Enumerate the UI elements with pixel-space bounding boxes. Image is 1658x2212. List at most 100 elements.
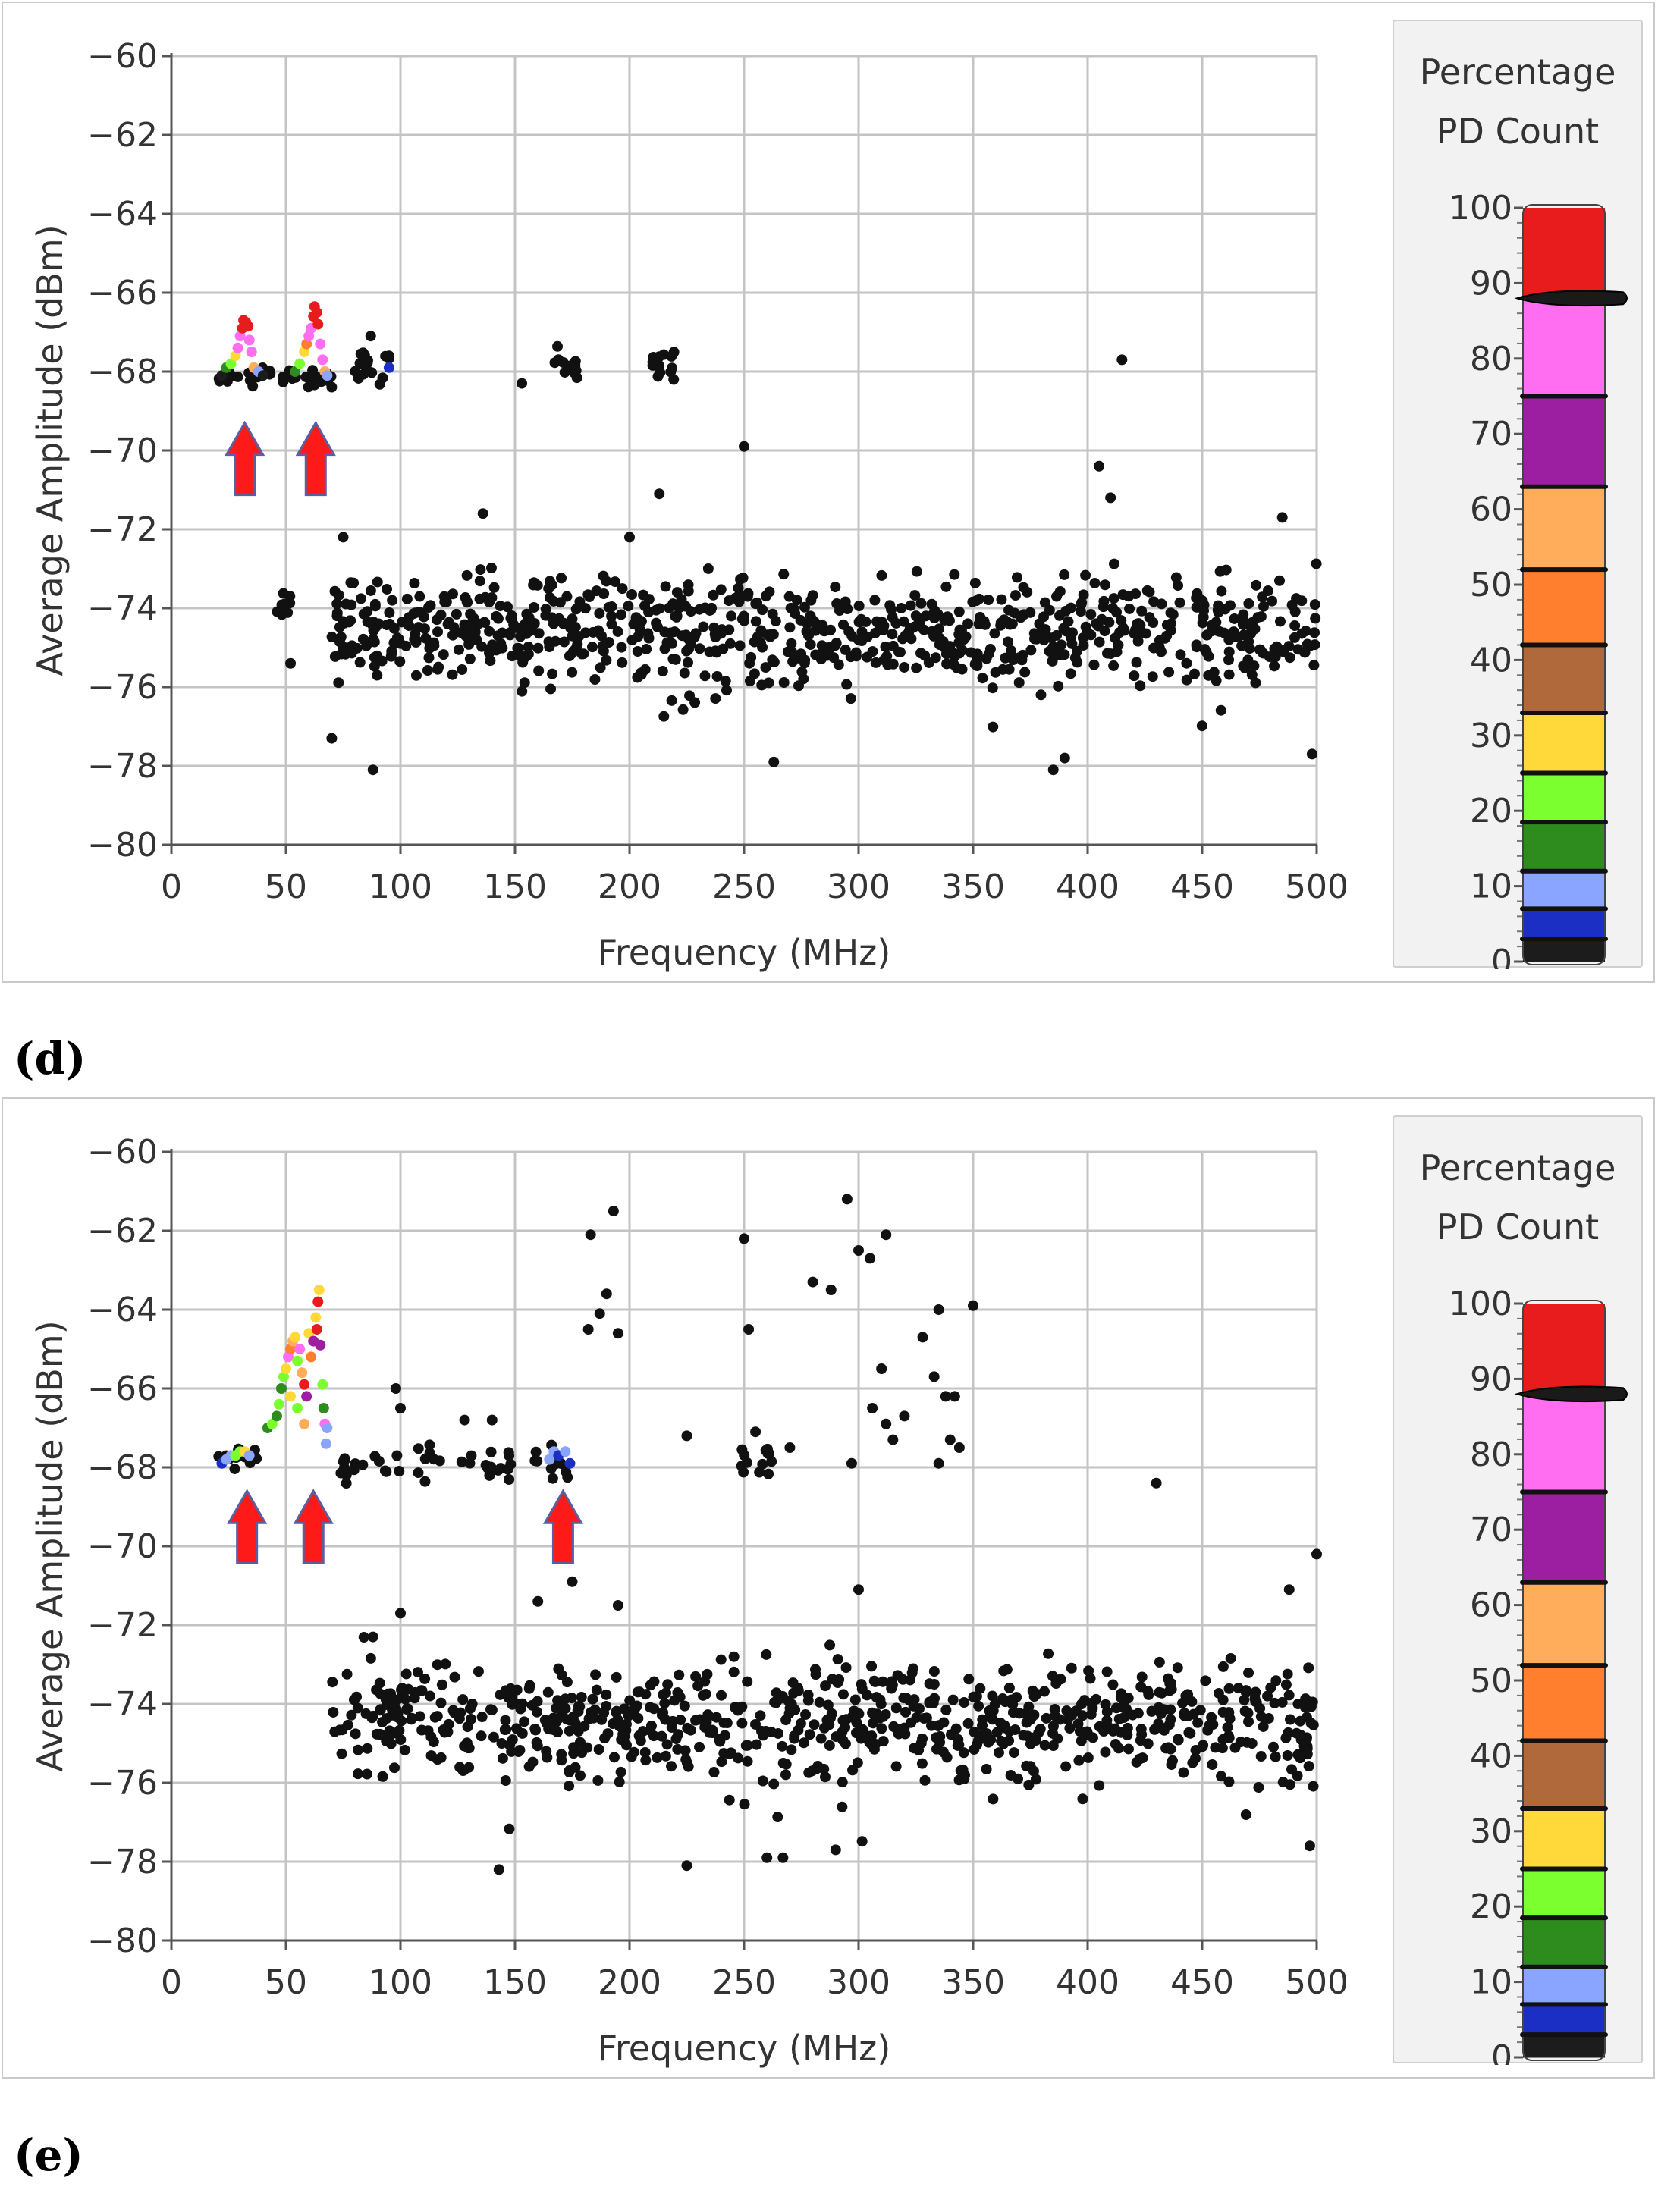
data-point	[1175, 649, 1186, 660]
data-point	[1224, 1713, 1236, 1724]
data-point	[582, 1742, 593, 1753]
y-tick-label: −60	[87, 1133, 158, 1172]
data-point	[799, 657, 810, 669]
data-point	[572, 1705, 583, 1717]
data-point	[1115, 1692, 1126, 1703]
legend-band-divider	[1520, 484, 1608, 489]
data-point	[947, 1694, 959, 1705]
data-point	[369, 636, 380, 648]
data-point	[996, 594, 1007, 605]
y-tick-label: −68	[87, 353, 158, 391]
legend-color-band	[1523, 1966, 1605, 2005]
scatter-plot-e: −60 −62 −64 −66 −68 −70 −72 −74 −76 −78 −800 50 100 1…	[30, 1133, 1349, 2069]
data-point-outlier	[846, 1457, 857, 1469]
data-point	[1191, 642, 1202, 653]
legend-color-band	[1523, 298, 1605, 397]
data-point	[1108, 593, 1119, 604]
data-point	[485, 1464, 497, 1475]
data-point	[1066, 638, 1078, 649]
data-point	[1165, 1714, 1176, 1725]
data-point	[1165, 1704, 1176, 1715]
x-tick-label: 50	[265, 1963, 307, 2002]
data-point	[1267, 595, 1278, 607]
x-tick-label: 450	[1170, 868, 1234, 906]
y-tick-label: −78	[87, 747, 158, 786]
legend-tick-label: 50	[1470, 1661, 1512, 1700]
data-point	[837, 1689, 849, 1700]
data-point	[406, 1712, 417, 1724]
data-point	[504, 629, 516, 641]
data-point	[666, 695, 677, 706]
data-point-outlier	[1059, 752, 1070, 764]
data-point	[750, 616, 761, 627]
legend-tick-label: 10	[1470, 1963, 1512, 2002]
data-point	[608, 1752, 620, 1763]
data-point	[1006, 645, 1017, 657]
data-point	[513, 642, 525, 654]
data-point	[694, 604, 705, 615]
y-tick-label: −62	[87, 1212, 158, 1250]
data-point	[1154, 1686, 1165, 1698]
data-point	[648, 1676, 660, 1687]
data-point	[1267, 1741, 1279, 1752]
data-point	[530, 1446, 542, 1457]
data-point	[754, 1467, 765, 1478]
data-point	[1025, 645, 1037, 656]
data-point	[424, 1690, 435, 1702]
data-point	[1154, 1656, 1165, 1668]
data-point	[632, 1686, 643, 1698]
data-point	[1210, 1742, 1221, 1753]
data-point	[453, 644, 464, 655]
data-point	[1123, 1743, 1134, 1755]
data-point	[1065, 668, 1076, 679]
data-point	[619, 1730, 630, 1742]
data-point	[831, 1731, 842, 1743]
data-point	[821, 650, 833, 661]
data-point	[876, 569, 887, 581]
data-point	[666, 350, 677, 362]
legend-band-divider	[1520, 1964, 1608, 1969]
data-point	[648, 1703, 660, 1715]
data-point-colored	[243, 334, 255, 346]
legend-tick-label: 100	[1449, 1285, 1512, 1323]
data-point	[1035, 689, 1047, 701]
data-point	[229, 1463, 240, 1474]
data-point	[1132, 618, 1143, 629]
data-point	[798, 1737, 809, 1749]
data-point	[660, 581, 671, 592]
data-point	[940, 642, 951, 654]
data-point	[689, 697, 701, 708]
data-point	[1240, 1809, 1251, 1821]
data-point	[671, 587, 683, 598]
data-point	[819, 1771, 831, 1783]
data-point	[373, 1455, 385, 1467]
data-point	[601, 1689, 612, 1700]
data-point	[1276, 1696, 1288, 1708]
data-point	[1054, 610, 1066, 621]
data-point	[915, 648, 927, 659]
data-point	[1158, 1724, 1170, 1736]
data-point-outlier	[1283, 1584, 1295, 1595]
data-point	[396, 1684, 407, 1696]
data-point	[432, 1659, 443, 1671]
data-point-outlier	[1047, 764, 1059, 776]
data-point	[1270, 651, 1281, 663]
data-point	[1025, 1708, 1036, 1720]
data-point	[595, 630, 607, 642]
data-point	[761, 1649, 772, 1660]
data-point	[1181, 674, 1192, 686]
data-point	[890, 1761, 902, 1772]
data-point	[567, 613, 578, 625]
data-point	[1108, 660, 1119, 671]
data-point-colored	[243, 1450, 255, 1461]
data-point	[1192, 1717, 1204, 1728]
data-point	[851, 1717, 862, 1728]
data-point	[1082, 1729, 1094, 1740]
data-point	[1214, 566, 1226, 577]
data-point-colored	[312, 318, 324, 330]
data-point-colored	[299, 1418, 310, 1429]
data-point	[984, 1705, 995, 1716]
data-point	[846, 630, 858, 642]
data-point	[945, 1729, 956, 1740]
x-tick-label: 200	[598, 868, 661, 906]
